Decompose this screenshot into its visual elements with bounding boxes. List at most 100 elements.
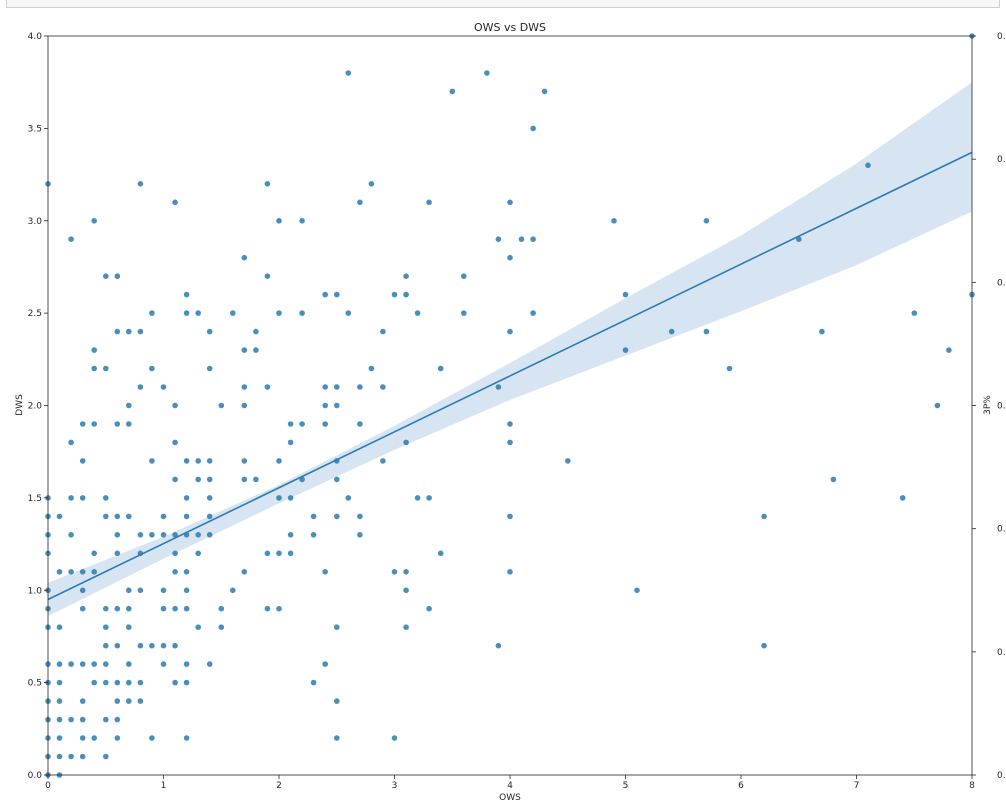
data-point [299,310,305,316]
data-point [899,495,906,501]
data-point [310,532,317,538]
data-point [611,218,617,224]
data-point [91,218,97,224]
data-point [195,458,201,464]
data-point [183,735,190,741]
data-point [172,439,178,446]
data-point [79,605,86,612]
data-point [91,347,97,353]
data-point [368,365,375,372]
x-tick-label: 8 [969,781,975,791]
data-point [126,328,132,335]
data-point [565,458,571,464]
data-point [126,605,132,612]
data-point [56,735,63,741]
data-point [137,181,144,187]
data-point [195,550,201,557]
data-point [195,476,201,483]
data-point [264,605,271,612]
data-point [206,532,213,538]
data-point [137,698,144,704]
data-point [206,495,213,501]
data-point [183,679,190,686]
data-point [114,513,121,520]
data-point [461,273,467,280]
data-point [530,125,536,132]
data-point [79,753,86,760]
data-point [183,458,190,464]
data-point [172,550,178,557]
data-point [946,347,952,353]
data-point [206,458,213,464]
data-point [137,587,144,594]
data-point [183,310,190,316]
data-point [934,402,941,409]
data-point [160,642,167,649]
data-point [287,550,294,557]
data-point [160,587,167,594]
data-point [322,402,329,409]
y2-tick-label: 0.1 [997,648,1006,658]
data-point [137,328,144,335]
data-point [830,476,837,483]
data-point [334,735,340,741]
data-point [426,605,432,612]
notebook-cell-border [6,0,1000,8]
x-tick-label: 3 [392,781,398,791]
data-point [322,661,329,667]
y2-tick-label: 0.0 [997,771,1006,781]
data-point [761,513,767,520]
data-point [241,476,248,483]
data-point [264,181,271,187]
confidence-band [48,82,972,617]
data-point [911,310,918,316]
y-tick-label: 4.0 [28,32,43,42]
data-point [91,679,97,686]
data-point [195,310,201,316]
data-point [91,735,97,741]
data-point [334,513,340,520]
data-point [79,569,86,575]
data-point [310,679,317,686]
data-point [703,328,710,335]
data-point [56,569,63,575]
data-point [103,661,109,667]
data-point [230,310,236,316]
data-point [668,328,675,335]
data-point [160,605,167,612]
data-point [622,347,629,353]
data-point [403,291,409,298]
data-point [495,642,502,649]
y2-tick-label: 0.4 [997,278,1006,288]
data-point [103,605,109,612]
data-point [334,476,340,483]
data-point [206,513,213,520]
data-point [79,495,86,501]
data-point [484,70,490,76]
data-point [79,698,86,704]
data-point [357,421,363,427]
data-point [357,384,363,390]
data-point [172,679,178,686]
data-point [403,273,409,280]
data-point [276,458,282,464]
data-point [68,569,74,575]
data-point [287,439,294,446]
data-point [79,735,86,741]
data-point [264,384,271,390]
data-point [206,328,213,335]
data-point [426,495,432,501]
data-point [276,218,282,224]
scatter-points-layer [45,33,975,778]
data-point [160,384,167,390]
x-tick-label: 2 [276,781,282,791]
data-point [91,569,97,575]
data-point [114,716,121,723]
data-point [819,328,825,335]
data-point [114,550,121,557]
y-tick-label: 1.5 [28,494,42,504]
data-point [334,624,340,630]
data-point [380,384,386,390]
data-point [726,365,733,372]
data-point [345,310,352,316]
